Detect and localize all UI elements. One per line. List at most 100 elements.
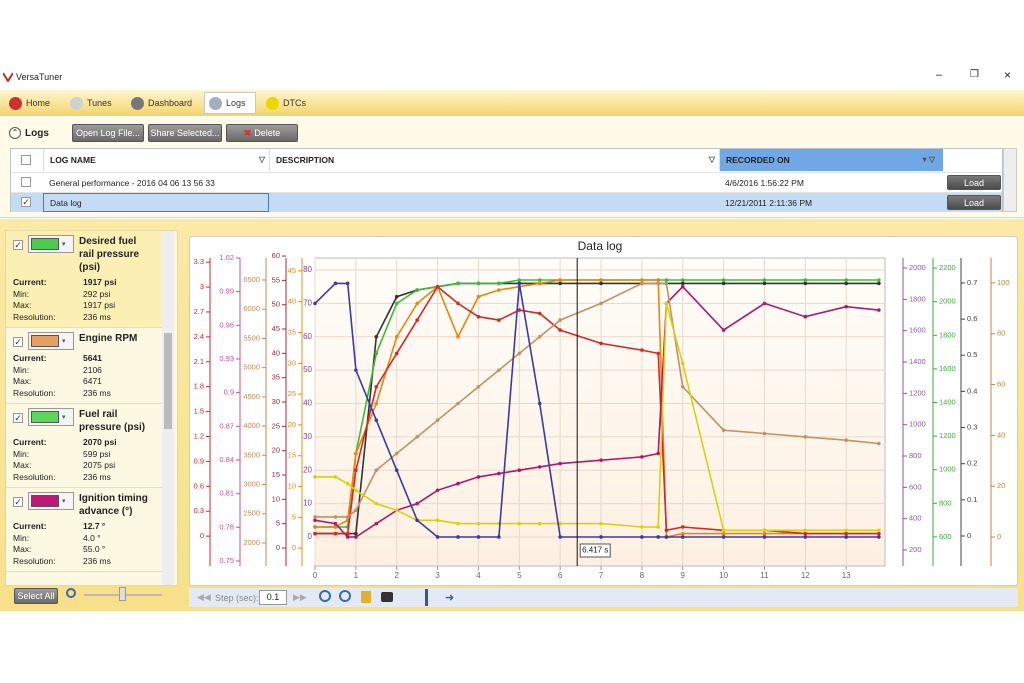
row-checkbox[interactable] <box>21 177 31 187</box>
tab[interactable]: Logs <box>204 92 256 114</box>
tab-bar: Home Tunes Dashboard Logs DTCs <box>0 90 1024 116</box>
delete-icon: ✖ <box>243 127 252 138</box>
log-table: LOG NAME ▽ DESCRIPTION ▽ RECORDED ON ▾ ▽ Gener… <box>10 148 1003 212</box>
logs-title: Logs <box>25 128 49 139</box>
tab-label: Home <box>26 98 51 108</box>
field-value: 5641 <box>83 353 102 363</box>
color-picker[interactable]: ▾ <box>28 332 74 350</box>
toolbar-button[interactable]: Open Log File... <box>72 124 144 142</box>
step-input[interactable]: 0.1 <box>259 590 287 605</box>
field-value: 12.7 ° <box>83 521 106 531</box>
logs-panel: ⌃ Logs Open Log File... Share Selected...… <box>0 117 1024 218</box>
tab[interactable]: Dashboard <box>127 92 199 114</box>
column-header[interactable]: DESCRIPTION ▽ <box>269 149 719 171</box>
button-label: Share Selected... <box>150 128 220 138</box>
log-row[interactable]: General performance - 2016 04 06 13 56 3… <box>11 172 1002 192</box>
tab-icon <box>266 96 279 110</box>
app-logo <box>3 72 13 82</box>
tab[interactable]: Tunes <box>66 92 120 114</box>
filter-icon[interactable]: ▽ <box>708 155 715 164</box>
channel-item[interactable]: ✓ ▾ Engine RPM Current: 5641 Min: 2106 Max: 6471… <box>6 328 162 404</box>
channel-field: Max: 2075 psi <box>13 460 158 472</box>
load-button[interactable]: Load <box>947 175 1001 190</box>
field-value: 292 psi <box>83 288 111 299</box>
field-value: 236 ms <box>83 555 111 566</box>
title-bar: VersaTuner – ❐ × <box>0 64 1024 90</box>
window-title: VersaTuner <box>16 72 63 82</box>
scrollbar <box>162 231 174 585</box>
export-icon[interactable]: ➜ <box>445 592 455 604</box>
dropdown-arrow: ▾ <box>62 498 66 505</box>
channel-header: ✓ ▾ Engine RPM <box>13 332 158 350</box>
zoom-in[interactable] <box>319 590 331 602</box>
clear-icon[interactable] <box>361 591 371 603</box>
zoom-out[interactable] <box>339 590 351 602</box>
button-label: Delete <box>254 128 281 138</box>
load-button[interactable]: Load <box>947 195 1001 210</box>
next-icon[interactable]: ▶▶ <box>293 592 307 602</box>
zoom-slider-thumb[interactable] <box>119 587 126 601</box>
channel-item[interactable]: ✓ ▾ Fuel rail pressure (psi) Current: 2070 p… <box>6 404 162 488</box>
log-name: Data log <box>43 193 269 212</box>
field-label: Min: <box>13 532 30 543</box>
tab-label: Tunes <box>87 98 112 108</box>
tab-label: Dashboard <box>148 98 193 108</box>
column-header[interactable]: RECORDED ON ▾ ▽ <box>719 149 943 171</box>
filter-icon[interactable]: ▾ ▽ <box>922 155 935 164</box>
toolbar-button[interactable]: ✖ Delete <box>226 124 298 142</box>
select-all-button[interactable]: Select All <box>14 588 58 604</box>
prev-icon[interactable]: ◀◀ <box>197 592 211 602</box>
channel-field: Resolution: 236 ms <box>13 472 158 484</box>
field-label: Resolution: <box>13 555 56 566</box>
channel-checkbox[interactable]: ✓ <box>13 240 23 250</box>
dropdown-arrow: ▾ <box>62 414 66 421</box>
filter-icon[interactable]: ▽ <box>258 155 265 164</box>
channel-item[interactable]: ✓ ▾ Desired fuel rail pressure (psi) Curren… <box>6 231 162 328</box>
close-button[interactable]: × <box>1004 68 1012 82</box>
minimize-button[interactable]: – <box>936 69 943 81</box>
channel-name: Engine RPM <box>79 333 138 344</box>
button-label: Open Log File... <box>75 128 141 138</box>
tab[interactable]: DTCs <box>262 92 314 114</box>
channel-checkbox[interactable]: ✓ <box>13 413 23 423</box>
channel-checkbox[interactable]: ✓ <box>13 497 23 507</box>
log-row[interactable]: ✓ Data log 12/21/2011 2:11:36 PM Load <box>11 192 1002 212</box>
scroll-thumb[interactable] <box>164 333 172 429</box>
field-label: Current: <box>13 353 47 363</box>
channel-header: ✓ ▾ Desired fuel rail pressure (psi) <box>13 235 158 274</box>
color-picker[interactable]: ▾ <box>28 408 74 426</box>
color-picker[interactable]: ▾ <box>28 235 74 253</box>
field-value: 599 psi <box>83 448 111 459</box>
channel-field: Max: 1917 psi <box>13 300 158 312</box>
column-title: DESCRIPTION <box>276 155 335 165</box>
channel-field: Current: 5641 <box>13 353 158 365</box>
cursor-icon[interactable] <box>425 589 428 606</box>
channel-item[interactable]: ✓ ▾ Ignition timing advance (°) Current: 12.… <box>6 488 162 572</box>
field-value: 4.0 ° <box>83 532 101 543</box>
channel-field: Min: 4.0 ° <box>13 533 158 545</box>
tab-label: Logs <box>226 98 246 108</box>
column-header[interactable]: LOG NAME ▽ <box>43 149 269 171</box>
color-picker[interactable]: ▾ <box>28 492 74 510</box>
column-title: LOG NAME <box>50 155 96 165</box>
toolbar-button[interactable]: Share Selected... <box>148 124 222 142</box>
camera-icon[interactable] <box>381 592 393 602</box>
field-value: 1917 psi <box>83 277 117 287</box>
header-checkbox <box>21 155 31 165</box>
field-label: Max: <box>13 544 32 554</box>
tab-icon <box>9 96 22 110</box>
field-label: Min: <box>13 448 30 459</box>
field-label: Max: <box>13 300 32 310</box>
channel-field: Resolution: 236 ms <box>13 388 158 400</box>
maximize-button[interactable]: ❐ <box>970 69 979 80</box>
channel-checkbox[interactable]: ✓ <box>13 337 23 347</box>
color-swatch <box>31 411 59 423</box>
field-value: 236 ms <box>83 471 111 482</box>
collapse-icon[interactable]: ⌃ <box>9 127 21 139</box>
field-label: Current: <box>13 437 47 447</box>
channel-field: Current: 2070 psi <box>13 437 158 449</box>
tab[interactable]: Home <box>5 92 61 114</box>
row-checkbox[interactable]: ✓ <box>21 197 31 207</box>
channel-panel: ✓ ▾ Desired fuel rail pressure (psi) Curren… <box>5 230 178 586</box>
